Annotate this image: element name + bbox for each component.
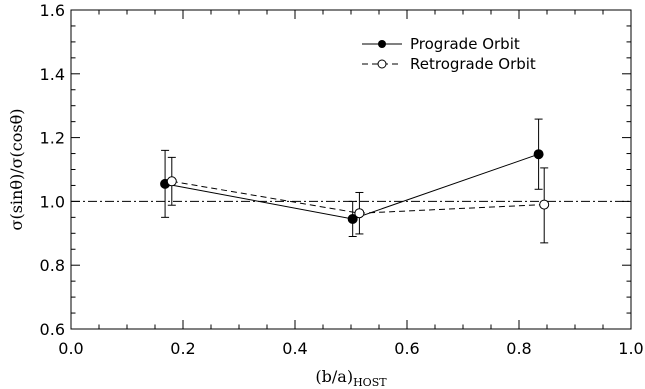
x-tick-label: 1.0 bbox=[618, 339, 643, 358]
x-axis-title-subscript: HOST bbox=[353, 376, 387, 389]
legend-marker bbox=[377, 59, 387, 69]
series-prograde bbox=[160, 118, 544, 237]
y-tick-label: 1.6 bbox=[40, 1, 65, 20]
x-tick-label: 0.8 bbox=[506, 339, 531, 358]
x-tick-label: 0.2 bbox=[170, 339, 195, 358]
legend: Prograde Orbit Retrograde Orbit bbox=[362, 35, 536, 73]
series-layer bbox=[160, 118, 550, 244]
data-point bbox=[539, 199, 550, 210]
legend-label: Prograde Orbit bbox=[410, 35, 520, 53]
x-axis-title-main: (b/a) bbox=[315, 367, 353, 386]
y-tick-label: 1.2 bbox=[40, 129, 65, 148]
legend-marker bbox=[378, 40, 386, 48]
x-axis-title: (b/a)HOST bbox=[315, 367, 387, 389]
x-tick-label: 0.4 bbox=[282, 339, 307, 358]
data-point bbox=[354, 208, 365, 219]
x-tick-label: 0.0 bbox=[58, 339, 83, 358]
x-tick-label: 0.6 bbox=[394, 339, 419, 358]
y-tick-label: 0.6 bbox=[40, 320, 65, 339]
axes: 0.0 0.2 0.4 0.6 0.8 1.0 0.6 0.8 1.0 1.2 1.4 1.6 bbox=[40, 1, 644, 358]
series-line bbox=[164, 153, 539, 220]
plot-frame bbox=[70, 9, 632, 330]
data-point bbox=[533, 149, 544, 160]
data-point bbox=[347, 213, 358, 224]
data-point bbox=[166, 176, 177, 187]
series-retrograde bbox=[166, 156, 550, 244]
y-tick-label: 1.0 bbox=[40, 192, 65, 211]
y-tick-label: 1.4 bbox=[40, 65, 65, 84]
y-tick-label: 0.8 bbox=[40, 256, 65, 275]
legend-label: Retrograde Orbit bbox=[410, 55, 536, 73]
y-axis-title: σ(sinθ)/σ(cosθ) bbox=[7, 109, 26, 231]
